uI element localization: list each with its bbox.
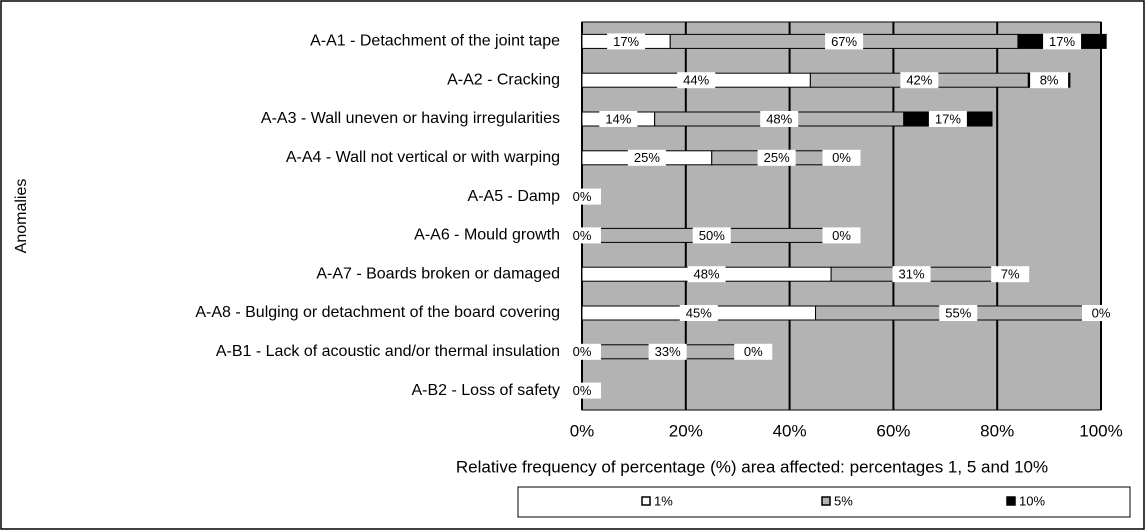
data-label-box: [1043, 33, 1082, 50]
data-label: 48%: [694, 267, 720, 282]
x-tick-label: 0%: [570, 421, 595, 440]
data-label: 31%: [899, 267, 925, 282]
data-label: 55%: [945, 305, 971, 320]
x-axis-title: Relative frequency of percentage (%) are…: [456, 457, 1048, 476]
x-tick-label: 20%: [669, 421, 703, 440]
data-label-box: [1030, 72, 1069, 89]
y-axis-title: Anomalies: [13, 179, 30, 254]
data-label-box: [822, 149, 861, 166]
data-label-box: [563, 227, 601, 244]
data-label-box: [687, 266, 726, 283]
data-label-box: [939, 305, 978, 321]
y-tick-label: A-A3 - Wall uneven or having irregularit…: [261, 110, 560, 127]
y-tick-label: A-A2 - Cracking: [447, 71, 560, 88]
data-label-box: [892, 266, 931, 283]
data-label-box: [692, 227, 731, 244]
data-label: 44%: [683, 73, 709, 88]
data-label: 14%: [605, 111, 631, 126]
data-label: 0%: [573, 228, 592, 243]
data-label: 17%: [935, 111, 961, 126]
data-label-box: [563, 188, 601, 205]
data-label-box: [563, 382, 601, 399]
legend-swatch: [821, 496, 831, 506]
x-tick-label: 60%: [876, 421, 910, 440]
x-tick-label: 80%: [980, 421, 1014, 440]
legend-label: 10%: [1019, 493, 1045, 508]
data-label-box: [607, 33, 646, 50]
data-label: 0%: [744, 344, 763, 359]
data-label-box: [825, 33, 864, 50]
data-label-box: [900, 72, 939, 89]
data-label-box: [563, 343, 601, 360]
data-label: 67%: [831, 34, 857, 49]
data-label: 45%: [686, 305, 712, 320]
data-label: 50%: [699, 228, 725, 243]
data-label: 7%: [1001, 267, 1020, 282]
y-tick-label: A-A6 - Mould growth: [414, 227, 560, 244]
data-label: 25%: [764, 150, 790, 165]
data-label-box: [822, 227, 861, 244]
legend-label: 1%: [654, 493, 673, 508]
y-tick-label: A-A5 - Damp: [468, 188, 561, 205]
data-label-box: [928, 111, 967, 127]
data-label: 48%: [766, 111, 792, 126]
data-label: 0%: [573, 189, 592, 204]
data-label: 8%: [1040, 73, 1059, 88]
data-label: 0%: [832, 150, 851, 165]
y-tick-label: A-A4 - Wall not vertical or with warping: [286, 149, 560, 166]
data-label: 0%: [573, 344, 592, 359]
data-label-box: [734, 343, 773, 360]
data-label-box: [760, 111, 799, 127]
data-label-box: [677, 72, 716, 89]
data-label: 25%: [634, 150, 660, 165]
legend-swatch: [1006, 496, 1016, 506]
y-tick-label: A-B1 - Lack of acoustic and/or thermal i…: [216, 343, 560, 360]
y-tick-label: A-A8 - Bulging or detachment of the boar…: [195, 304, 560, 321]
legend-swatch: [641, 496, 651, 506]
data-label-box: [1082, 305, 1120, 321]
y-tick-label: A-B2 - Loss of safety: [411, 382, 560, 399]
data-label: 17%: [613, 34, 639, 49]
data-label: 0%: [832, 228, 851, 243]
data-label: 0%: [573, 383, 592, 398]
y-tick-label: A-A1 - Detachment of the joint tape: [310, 33, 560, 50]
data-label-box: [757, 149, 796, 166]
data-label: 42%: [906, 73, 932, 88]
data-label: 0%: [1092, 305, 1111, 320]
legend-label: 5%: [834, 493, 853, 508]
data-label-box: [648, 343, 687, 360]
data-label-box: [599, 111, 638, 127]
x-tick-label: 100%: [1079, 421, 1122, 440]
data-label-box: [627, 149, 666, 166]
x-tick-label: 40%: [773, 421, 807, 440]
data-label-box: [679, 305, 718, 321]
data-label-box: [991, 266, 1030, 283]
y-tick-label: A-A7 - Boards broken or damaged: [316, 265, 560, 282]
data-label: 33%: [655, 344, 681, 359]
data-label: 17%: [1049, 34, 1075, 49]
